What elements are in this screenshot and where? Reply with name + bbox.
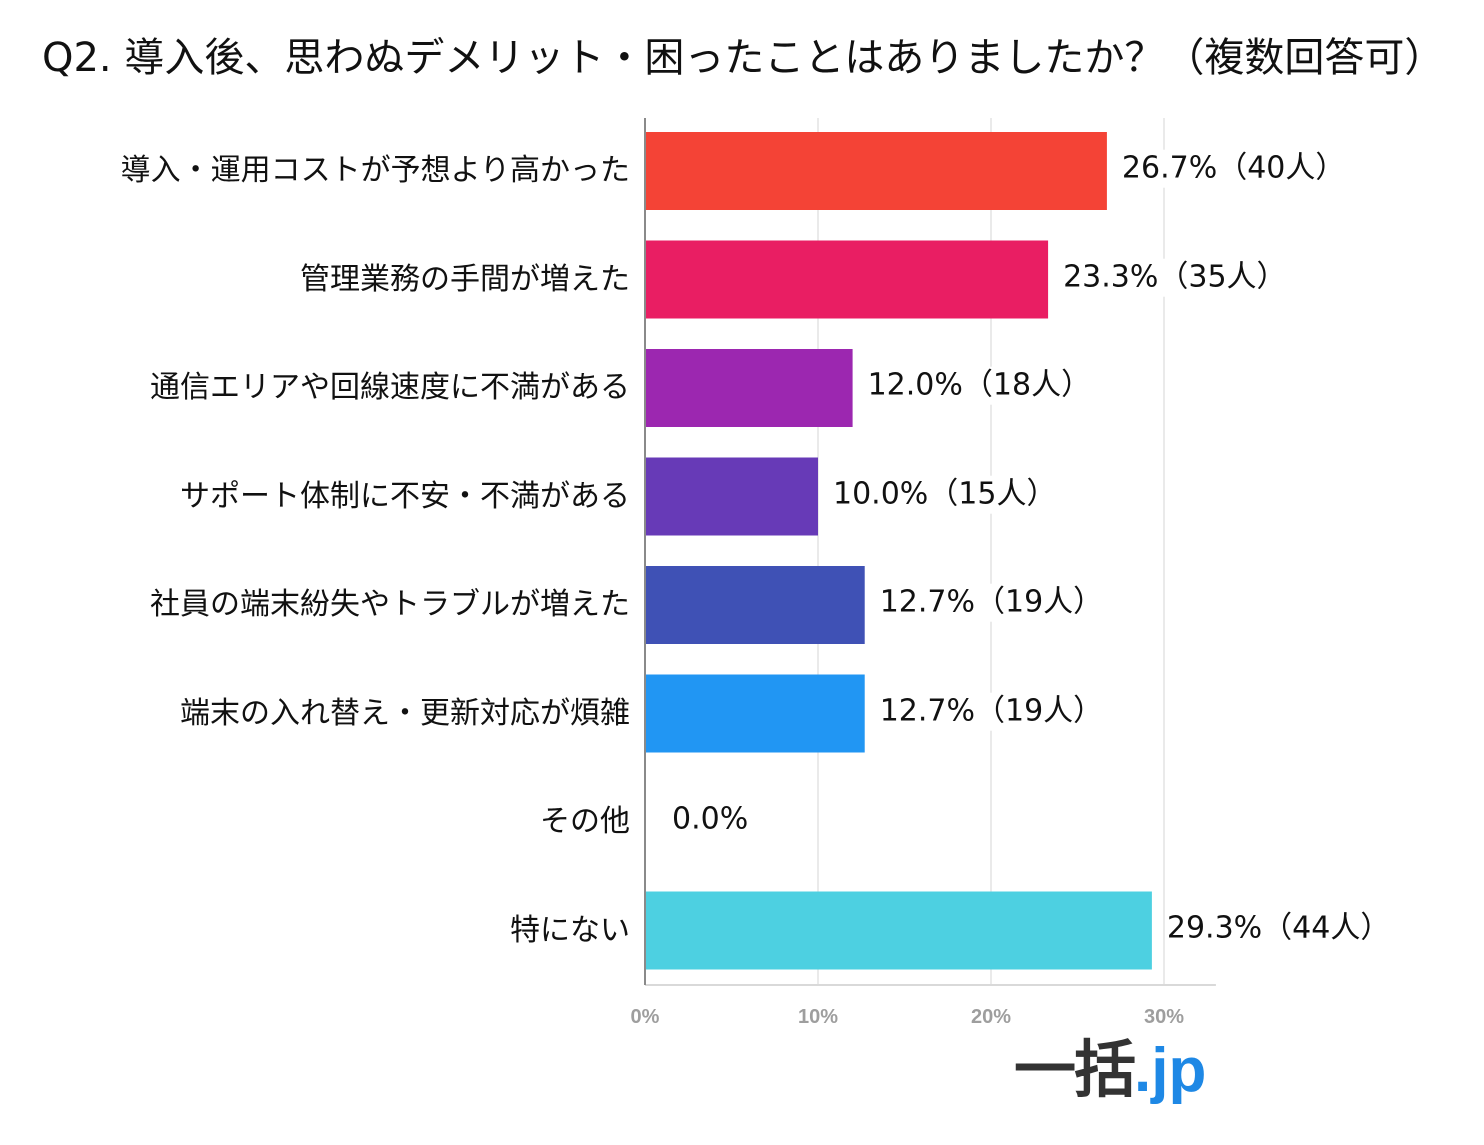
- x-tick-label: 20%: [970, 1006, 1012, 1028]
- logo-suffix-text: .jp: [1134, 1036, 1207, 1105]
- site-logo: 一括.jp: [1014, 1034, 1206, 1106]
- value-label: 12.0%（18人）: [865, 366, 1094, 405]
- chart-bar: [645, 457, 818, 536]
- x-tick-label: 30%: [1143, 1006, 1185, 1028]
- chart-bar: [645, 891, 1152, 970]
- value-label: 26.7%（40人）: [1119, 149, 1348, 188]
- category-label: 社員の端末紛失やトラブルが増えた: [150, 587, 630, 622]
- value-label: 12.7%（19人）: [877, 583, 1106, 622]
- chart-bar: [645, 349, 853, 427]
- category-label: 導入・運用コストが予想より高かった: [120, 153, 630, 188]
- value-label: 29.3%（44人）: [1164, 909, 1393, 948]
- x-tick-label: 0%: [630, 1006, 660, 1028]
- value-label: 23.3%（35人）: [1061, 258, 1289, 297]
- bars-group: [645, 132, 1152, 970]
- chart-bar: [645, 240, 1049, 319]
- value-label: 0.0%: [670, 800, 751, 839]
- chart-bar: [645, 566, 865, 644]
- category-label: その他: [540, 804, 630, 839]
- chart-bar: [645, 674, 865, 753]
- category-label: サポート体制に不安・不満がある: [180, 478, 630, 514]
- logo-main-text: 一括: [1014, 1033, 1136, 1106]
- category-label: 通信エリアや回線速度に不満がある: [150, 370, 630, 405]
- x-tick-label: 10%: [797, 1006, 839, 1028]
- chart-bar: [645, 132, 1107, 210]
- chart-title: Q2. 導入後、思わぬデメリット・困ったことはありましたか？（複数回答可）: [42, 35, 1445, 81]
- category-label: 特にない: [510, 912, 630, 948]
- value-label: 12.7%（19人）: [877, 692, 1106, 731]
- category-label: 端末の入れ替え・更新対応が煩雑: [180, 695, 630, 731]
- value-label: 10.0%（15人）: [831, 475, 1059, 514]
- category-label: 管理業務の手間が増えた: [300, 261, 630, 297]
